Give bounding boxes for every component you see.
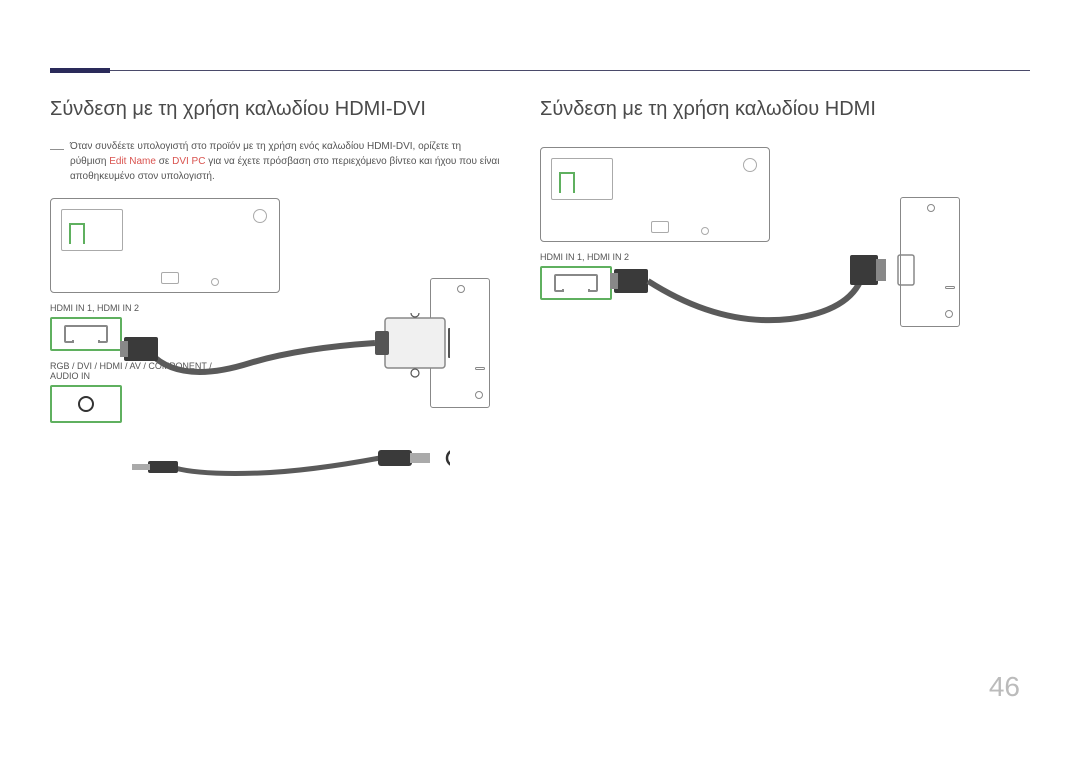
screw-icon (253, 209, 267, 223)
note-dash: ― (50, 139, 64, 184)
hole-icon (211, 278, 219, 286)
right-column: Σύνδεση με τη χρήση καλωδίου HDMI HDMI I… (540, 98, 990, 407)
heading-hdmi: Σύνδεση με τη χρήση καλωδίου HDMI (540, 98, 990, 121)
hdmi-port-box (540, 266, 612, 300)
cable-dvi-svg (120, 313, 450, 493)
screw-icon (743, 158, 757, 172)
monitor-panel (61, 209, 123, 251)
pc-hole-icon (927, 204, 935, 212)
diagram-left: HDMI IN 1, HDMI IN 2 RGB / DVI / HDMI / … (50, 198, 500, 518)
audio-port-box (50, 385, 122, 423)
hdmi-port-box (50, 317, 122, 351)
note-mid: σε (159, 156, 170, 167)
note-edit-name: Edit Name (109, 156, 156, 167)
diagram-right: HDMI IN 1, HDMI IN 2 (540, 147, 990, 407)
left-column: Σύνδεση με τη χρήση καλωδίου HDMI-DVI ― … (50, 98, 500, 518)
slot-icon (651, 221, 669, 233)
monitor-back-icon (540, 147, 770, 242)
hdmi-port-icon (64, 325, 108, 343)
audio-jack-icon (78, 396, 94, 412)
hdmi-port-icon (554, 274, 598, 292)
cable-hdmi-svg (610, 247, 920, 347)
note-row: ― Όταν συνδέετε υπολογιστή στο προϊόν με… (50, 139, 500, 184)
monitor-back-icon (50, 198, 280, 293)
pc-hole-icon (457, 285, 465, 293)
pc-disc-icon (475, 367, 485, 370)
pc-disc-icon (945, 286, 955, 289)
monitor-panel (551, 158, 613, 200)
pc-button-icon (945, 310, 953, 318)
note-text: Όταν συνδέετε υπολογιστή στο προϊόν με τ… (70, 139, 500, 184)
note-dvi-pc: DVI PC (172, 156, 205, 167)
page-number: 46 (989, 671, 1020, 703)
pc-button-icon (475, 391, 483, 399)
top-divider-accent (50, 68, 110, 73)
heading-hdmi-dvi: Σύνδεση με τη χρήση καλωδίου HDMI-DVI (50, 98, 500, 121)
slot-icon (161, 272, 179, 284)
top-divider (50, 70, 1030, 71)
hole-icon (701, 227, 709, 235)
